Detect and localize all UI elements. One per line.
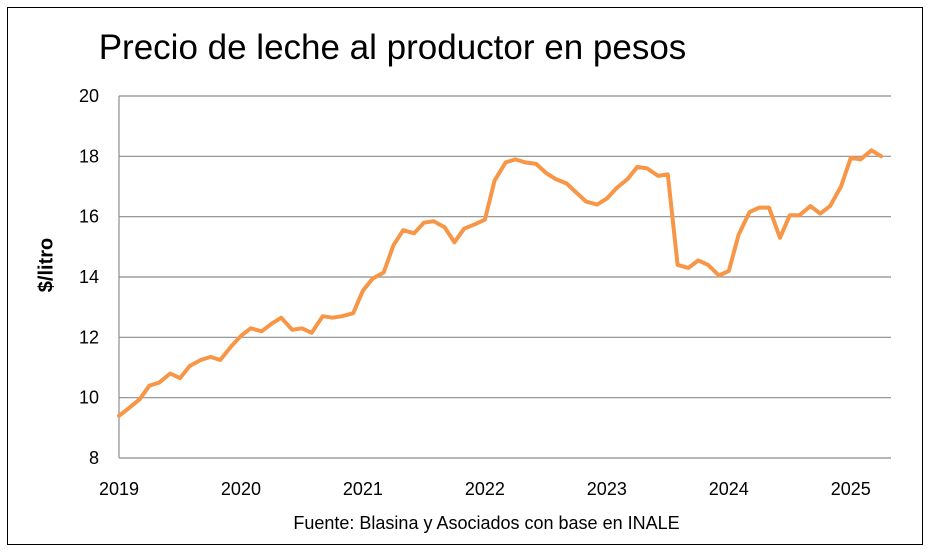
x-tick-label: 2025 <box>831 479 871 499</box>
y-tick-label: 10 <box>79 388 99 408</box>
x-tick-label: 2021 <box>343 479 383 499</box>
y-tick-label: 18 <box>79 146 99 166</box>
y-tick-labels: 8 10 12 14 16 18 20 <box>79 86 99 468</box>
series-line <box>117 148 884 418</box>
x-tick-label: 2022 <box>465 479 505 499</box>
axes <box>118 96 891 459</box>
y-tick-label: 16 <box>79 207 99 227</box>
gridlines <box>119 95 891 399</box>
y-tick-label: 8 <box>89 448 99 468</box>
x-tick-labels: 2019 2020 2021 2022 2023 2024 2025 <box>99 479 871 499</box>
chart-title: Precio de leche al productor en pesos <box>98 28 687 67</box>
x-tick-label: 2024 <box>709 479 749 499</box>
x-tick-label: 2023 <box>587 479 627 499</box>
x-tick-label: 2019 <box>99 479 139 499</box>
y-tick-label: 14 <box>79 267 99 287</box>
y-tick-label: 20 <box>79 86 99 106</box>
chart-frame <box>7 7 923 545</box>
y-tick-label: 12 <box>79 327 99 347</box>
chart-source: Fuente: Blasina y Asociados con base en … <box>293 513 680 533</box>
x-tick-label: 2020 <box>221 479 261 499</box>
series <box>117 148 884 418</box>
